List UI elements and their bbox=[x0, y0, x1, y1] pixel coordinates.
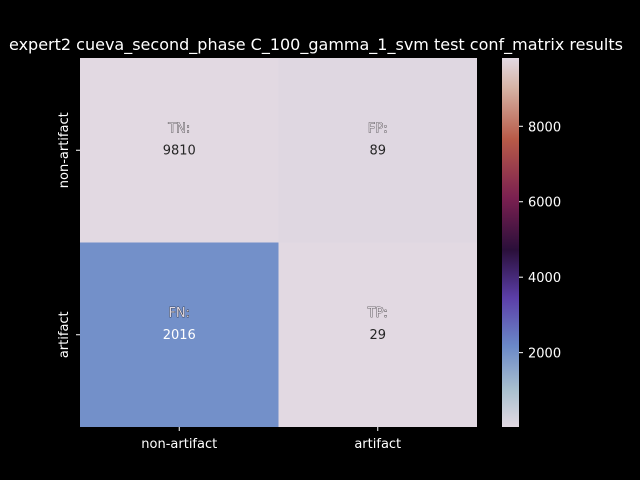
cell-label: TN: bbox=[167, 121, 190, 136]
x-tick-label: non-artifact bbox=[141, 437, 217, 452]
chart-title: expert2 cueva_second_phase C_100_gamma_1… bbox=[9, 35, 623, 55]
y-tick-label: non-artifact bbox=[57, 112, 72, 188]
colorbar bbox=[502, 58, 519, 427]
colorbar-tick-label: 2000 bbox=[528, 347, 561, 362]
cell-value: 29 bbox=[369, 328, 386, 343]
colorbar-tick-label: 6000 bbox=[528, 196, 561, 211]
heatmap-cell bbox=[278, 58, 477, 243]
colorbar-tick-label: 8000 bbox=[528, 120, 561, 135]
x-tick-label: artifact bbox=[354, 437, 401, 452]
cell-value: 2016 bbox=[163, 328, 196, 343]
cell-label: FN: bbox=[168, 306, 190, 321]
heatmap-cell bbox=[278, 242, 477, 427]
y-tick-label: artifact bbox=[57, 311, 72, 358]
heatmap-cell bbox=[80, 242, 279, 427]
heatmap-cell bbox=[80, 58, 279, 243]
cell-value: 9810 bbox=[163, 143, 196, 158]
cell-label: TP: bbox=[367, 306, 388, 321]
cell-label: FP: bbox=[368, 121, 388, 136]
colorbar-tick-label: 4000 bbox=[528, 271, 561, 286]
cell-value: 89 bbox=[369, 143, 386, 158]
